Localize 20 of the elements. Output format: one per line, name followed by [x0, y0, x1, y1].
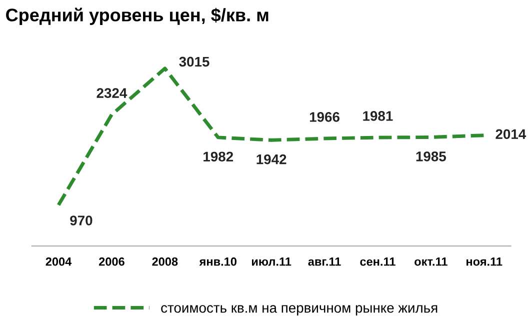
data-label: 970	[70, 216, 92, 226]
data-label: 2014	[496, 129, 526, 140]
data-label: 1981	[363, 111, 393, 121]
x-tick-label: окт.11	[414, 258, 448, 266]
x-tick-label: сен.11	[360, 258, 396, 266]
x-tick-label: 2006	[99, 257, 124, 266]
x-tick-label: ноя.11	[466, 258, 502, 266]
data-label: 1982	[204, 152, 234, 162]
x-tick-label: июл.11	[252, 258, 292, 266]
data-label: 1966	[310, 112, 340, 122]
x-tick-label: янв.10	[199, 257, 236, 266]
data-label: 1985	[416, 152, 446, 162]
x-tick-label: авг.11	[308, 258, 341, 266]
data-label: 3015	[179, 56, 210, 67]
data-label: 2324	[96, 88, 128, 98]
x-tick-label: 2008	[152, 257, 178, 266]
data-label: 1942	[256, 154, 286, 164]
legend-label: стоимость кв.м на первичном рынке жилья	[161, 305, 438, 316]
chart-title: Средний уровень цен, $/кв. м	[6, 8, 268, 25]
x-tick-label: 2004	[46, 257, 72, 266]
